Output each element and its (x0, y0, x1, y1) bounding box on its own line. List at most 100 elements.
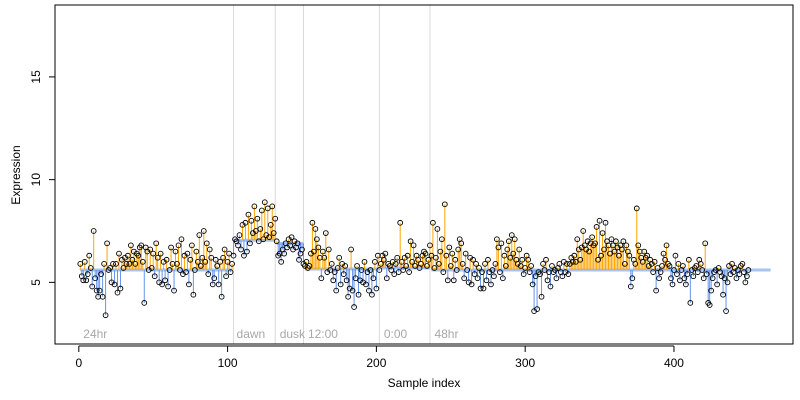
data-point (627, 283, 634, 290)
data-point (633, 205, 640, 212)
data-point (540, 261, 546, 267)
data-point (367, 267, 374, 273)
data-point (619, 246, 625, 253)
data-point (444, 277, 451, 284)
data-point (383, 275, 390, 282)
phase-labels: 24hr dawn dusk 12:00 0:00 48hr (83, 327, 458, 341)
data-point (623, 242, 630, 249)
data-point (608, 236, 615, 243)
data-point (116, 250, 122, 257)
data-point (708, 287, 715, 294)
data-point (589, 234, 595, 241)
data-point (382, 250, 389, 257)
data-point (187, 256, 194, 263)
data-point (171, 287, 177, 294)
data-point (90, 228, 97, 234)
data-point (141, 300, 148, 306)
data-point (674, 271, 680, 277)
data-point (197, 263, 204, 269)
data-point (654, 265, 661, 271)
y-tick-label: 15 (29, 70, 43, 84)
data-point (549, 263, 555, 269)
data-point (468, 281, 475, 288)
data-point (394, 254, 401, 261)
data-point (403, 263, 409, 269)
data-point (217, 258, 224, 265)
data-point (281, 250, 287, 257)
data-point (226, 250, 232, 257)
data-point (400, 267, 407, 273)
data-point (242, 219, 249, 226)
data-point (343, 277, 350, 284)
data-point (288, 234, 295, 241)
data-point (151, 273, 158, 280)
data-point (241, 252, 247, 259)
data-point (352, 275, 359, 282)
data-point (351, 304, 357, 310)
data-point (677, 277, 683, 284)
data-point (684, 271, 691, 277)
data-point (223, 273, 229, 280)
data-point (349, 287, 356, 294)
data-point (345, 293, 351, 300)
data-point (113, 261, 119, 267)
data-point (526, 269, 533, 275)
data-point (685, 256, 692, 263)
data-point (98, 271, 104, 277)
data-point (635, 242, 642, 249)
data-point (461, 275, 468, 282)
data-point (593, 224, 600, 230)
data-point (157, 250, 164, 257)
phase-label: 12:00 (308, 327, 338, 341)
data-point (706, 302, 713, 308)
data-point (328, 261, 335, 267)
data-point (258, 207, 265, 214)
data-point (372, 258, 378, 265)
data-point (186, 281, 192, 288)
data-point (404, 252, 411, 259)
data-point (322, 230, 329, 236)
data-point (172, 248, 179, 255)
data-point (410, 242, 417, 249)
data-point (671, 267, 677, 273)
data-point (525, 256, 532, 263)
data-point (251, 203, 258, 210)
y-axis-title: Expression (9, 145, 23, 204)
data-point (702, 240, 709, 247)
data-point (662, 256, 668, 263)
data-point (699, 267, 706, 273)
data-point (449, 250, 456, 257)
plot-frame (54, 4, 794, 345)
data-point (190, 291, 197, 298)
data-point (482, 261, 488, 267)
data-point (700, 275, 707, 282)
data-point (342, 263, 348, 269)
data-point (395, 269, 402, 275)
data-point (168, 244, 174, 251)
data-point (741, 269, 747, 275)
data-point (123, 261, 130, 267)
data-point (150, 250, 157, 257)
data-point (492, 261, 499, 267)
data-point (641, 248, 648, 255)
data-point (211, 275, 218, 282)
data-point (653, 287, 659, 294)
data-point (337, 281, 344, 288)
data-point (125, 252, 131, 259)
data-point (511, 236, 518, 243)
data-point (366, 287, 372, 294)
data-point (544, 277, 551, 284)
data-point (502, 263, 509, 269)
data-point (209, 281, 216, 288)
data-point (501, 252, 508, 259)
data-point (294, 240, 301, 247)
data-point (89, 283, 96, 290)
data-point (388, 267, 395, 273)
data-point (132, 261, 139, 267)
data-point (261, 199, 268, 206)
data-point (516, 246, 523, 253)
data-point (622, 261, 628, 267)
data-point (656, 275, 662, 282)
data-point (495, 244, 502, 251)
data-point (208, 254, 215, 261)
